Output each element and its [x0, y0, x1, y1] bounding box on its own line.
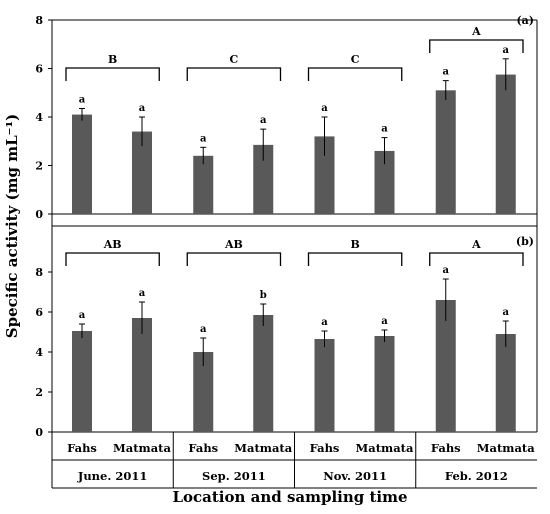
y-tick-label: 0 [35, 208, 43, 221]
panel-label: (b) [516, 235, 534, 248]
bar [253, 144, 274, 214]
y-tick-label: 2 [35, 160, 43, 173]
bar-letter: a [260, 115, 267, 126]
x-group-label: June. 2011 [77, 469, 148, 483]
group-letter: AB [224, 238, 243, 251]
group-bracket [65, 252, 160, 266]
bar [314, 339, 335, 432]
y-tick-label: 4 [35, 111, 43, 124]
bar-letter: a [200, 324, 207, 335]
bar-letter: a [503, 45, 510, 56]
panel-label: (a) [516, 14, 534, 27]
group-letter: B [108, 53, 117, 66]
bar [193, 352, 214, 432]
x-category-table: Fahs Matmata Fahs Matmata Fahs Matmata Fahs Mat… [52, 432, 537, 489]
bar [374, 336, 395, 432]
y-tick-label: 2 [35, 386, 43, 399]
bar [132, 131, 152, 214]
x-group-label: Sep. 2011 [202, 469, 266, 483]
x-tick-label: Matmata [477, 441, 535, 455]
y-tick-label: 4 [35, 346, 43, 359]
group-letter: C [229, 53, 238, 66]
x-tick-label: Fahs [188, 441, 218, 455]
group-bracket [429, 39, 524, 53]
bar-letter: a [79, 310, 86, 321]
x-tick-label: Fahs [431, 441, 461, 455]
y-tick-label: 0 [35, 426, 43, 439]
group-bracket [186, 252, 282, 266]
x-tick-label: Matmata [356, 441, 414, 455]
group-bracket [307, 67, 403, 81]
x-group-label: Nov. 2011 [323, 469, 387, 483]
bar [495, 74, 516, 214]
group-letter: C [351, 53, 360, 66]
bar-letter: a [321, 317, 328, 328]
bar [435, 90, 456, 214]
bar [495, 334, 516, 432]
group-bracket [307, 252, 403, 266]
bar [72, 331, 92, 432]
group-letter: AB [103, 238, 122, 251]
bar [435, 300, 456, 432]
group-bracket [186, 67, 282, 81]
bar-letter: a [200, 133, 207, 144]
y-tick-label: 6 [35, 63, 43, 76]
bar-letter: a [443, 265, 450, 276]
group-bracket [65, 67, 160, 81]
bar-letter: a [139, 288, 146, 299]
bar-letter: a [381, 316, 388, 327]
y-tick-label: 8 [35, 14, 43, 27]
bar-letter: a [79, 95, 86, 106]
y-tick-label: 8 [35, 266, 43, 279]
bar-letter: a [503, 307, 510, 318]
panel-a: 0 2 4 6 8 (a) a a a a a a a a B C C A [35, 14, 537, 221]
x-tick-label: Matmata [113, 441, 171, 455]
x-tick-label: Fahs [310, 441, 340, 455]
bar-letter: a [321, 103, 328, 114]
bar [72, 114, 92, 214]
y-axis-title: Specific activity (mg mL⁻¹) [3, 114, 21, 338]
group-bracket [429, 252, 524, 266]
bar-letter: b [260, 290, 267, 301]
bar [132, 318, 152, 432]
bar [253, 315, 274, 432]
bar [314, 136, 335, 214]
group-letter: A [471, 25, 481, 38]
panel-b: 0 2 4 6 8 (b) a a a b a a a a AB AB B A [35, 235, 537, 439]
group-letter: A [471, 238, 481, 251]
bar-letter: a [139, 103, 146, 114]
bar-letter: a [443, 67, 450, 78]
bar-letter: a [381, 124, 388, 135]
x-group-label: Feb. 2012 [445, 469, 508, 483]
bar [374, 150, 395, 214]
x-tick-label: Matmata [234, 441, 292, 455]
group-letter: B [350, 238, 359, 251]
y-tick-label: 6 [35, 306, 43, 319]
bar [193, 155, 214, 214]
x-tick-label: Fahs [67, 441, 97, 455]
x-axis-title: Location and sampling time [172, 488, 407, 506]
